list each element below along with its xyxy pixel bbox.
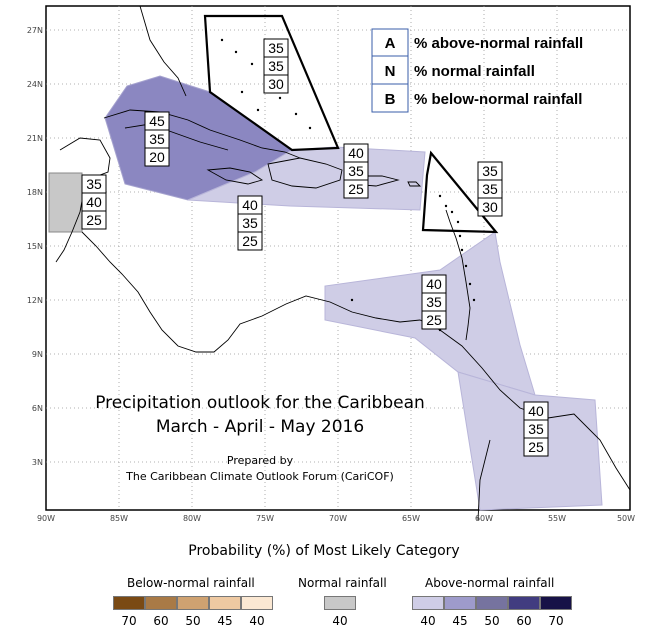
lon-label: 50W: [617, 514, 635, 523]
lat-label: 9N: [32, 350, 43, 359]
below-normal-legend-title: Below-normal rainfall: [127, 576, 255, 590]
prob-above: 45: [149, 113, 165, 129]
category-key: A % above-normal rainfall N % normal rai…: [371, 28, 583, 113]
prob-above: 35: [482, 163, 498, 179]
below-normal-swatch: [145, 596, 177, 610]
key-letter-normal: N: [385, 63, 396, 80]
prob-below: 30: [268, 76, 284, 92]
latitude-labels: 27N 24N 21N 18N 15N 12N 9N 6N 3N: [27, 26, 43, 467]
below-normal-swatch: [241, 596, 273, 610]
above-normal-swatch: [540, 596, 572, 610]
lat-label: 21N: [27, 134, 43, 143]
lat-label: 12N: [27, 296, 43, 305]
normal-label: 40: [332, 614, 348, 628]
lon-label: 65W: [402, 514, 420, 523]
lon-label: 85W: [110, 514, 128, 523]
lon-label: 70W: [329, 514, 347, 523]
prob-above: 40: [242, 197, 258, 213]
above-normal-swatch: [412, 596, 444, 610]
prob-below: 25: [348, 181, 364, 197]
prob-normal: 35: [482, 181, 498, 197]
prob-above: 40: [426, 276, 442, 292]
zone-belize-normal: [48, 172, 83, 233]
lat-label: 6N: [32, 404, 43, 413]
prob-below: 20: [149, 149, 165, 165]
longitude-labels: 90W 85W 80W 75W 70W 65W 60W 55W 50W: [37, 514, 635, 523]
prob-normal: 35: [149, 131, 165, 147]
below-normal-label: 50: [185, 614, 201, 628]
prob-normal: 35: [426, 294, 442, 310]
above-normal-swatch: [508, 596, 540, 610]
below-normal-swatch: [177, 596, 209, 610]
normal-swatch: [324, 596, 356, 610]
key-text-below: % below-normal rainfall: [414, 91, 582, 108]
lon-label: 80W: [183, 514, 201, 523]
above-normal-label: 40: [420, 614, 436, 628]
below-normal-label: 70: [121, 614, 137, 628]
islands: [220, 38, 476, 332]
prob-below: 25: [242, 233, 258, 249]
prob-box-bahamas: 35 35 30: [263, 38, 289, 94]
prob-box-guianas: 40 35 25: [523, 401, 549, 457]
legend-title: Probability (%) of Most Likely Category: [188, 543, 460, 559]
prepared-by-label: Prepared by: [227, 454, 294, 467]
key-letter-above: A: [385, 35, 396, 52]
lat-label: 27N: [27, 26, 43, 35]
below-normal-swatch: [209, 596, 241, 610]
prob-below: 30: [482, 199, 498, 215]
above-normal-swatch: [476, 596, 508, 610]
prob-box-jamaica: 40 35 25: [237, 195, 263, 251]
prob-normal: 35: [268, 58, 284, 74]
zone-bahamas-outline: [203, 14, 340, 152]
lon-label: 90W: [37, 514, 55, 523]
lon-label: 55W: [548, 514, 566, 523]
prob-above: 40: [348, 145, 364, 161]
above-normal-label: 50: [484, 614, 500, 628]
prob-normal: 35: [528, 421, 544, 437]
probability-boxes: 35 35 30 45 35 20 35 40 25 40 35: [81, 38, 549, 457]
prob-box-windward: 40 35 25: [421, 274, 447, 330]
key-text-normal: % normal rainfall: [414, 63, 535, 80]
prob-box-cuba: 45 35 20: [144, 111, 170, 167]
lon-label: 75W: [256, 514, 274, 523]
key-text-above: % above-normal rainfall: [414, 35, 583, 52]
above-normal-label: 70: [548, 614, 564, 628]
prob-normal: 35: [242, 215, 258, 231]
lat-label: 18N: [27, 188, 43, 197]
prob-box-leeward: 35 35 30: [477, 161, 503, 217]
below-normal-label: 45: [217, 614, 233, 628]
prob-normal: 35: [348, 163, 364, 179]
lat-label: 24N: [27, 80, 43, 89]
prob-below: 25: [86, 212, 102, 228]
normal-legend-title: Normal rainfall: [298, 576, 387, 590]
prob-above: 40: [528, 403, 544, 419]
map-title-line1: Precipitation outlook for the Caribbean: [95, 393, 425, 413]
below-normal-swatch: [113, 596, 145, 610]
key-box-above: [371, 28, 409, 57]
map-title-line2: March - April - May 2016: [156, 417, 364, 437]
prob-above: 35: [86, 176, 102, 192]
below-normal-label: 40: [249, 614, 265, 628]
prob-box-hispaniola: 40 35 25: [343, 143, 369, 199]
lat-label: 15N: [27, 242, 43, 251]
prob-above: 35: [268, 40, 284, 56]
key-letter-below: B: [385, 91, 396, 108]
prepared-by-org: The Caribbean Climate Outlook Forum (Car…: [125, 470, 394, 483]
prob-below: 25: [426, 312, 442, 328]
key-box-below: [371, 83, 409, 113]
above-normal-label: 45: [452, 614, 468, 628]
above-normal-legend-title: Above-normal rainfall: [425, 576, 555, 590]
prob-box-belize: 35 40 25: [81, 174, 107, 230]
prob-below: 25: [528, 439, 544, 455]
key-box-normal: [371, 55, 409, 85]
zone-leeward-outline: [421, 150, 499, 234]
lon-label: 60W: [475, 514, 493, 523]
prob-normal: 40: [86, 194, 102, 210]
caribbean-outlook-map: 27N 24N 21N 18N 15N 12N 9N 6N 3N 90W 85W…: [27, 5, 635, 523]
above-normal-swatch: [444, 596, 476, 610]
lat-label: 3N: [32, 458, 43, 467]
above-normal-label: 60: [516, 614, 532, 628]
below-normal-label: 60: [153, 614, 169, 628]
